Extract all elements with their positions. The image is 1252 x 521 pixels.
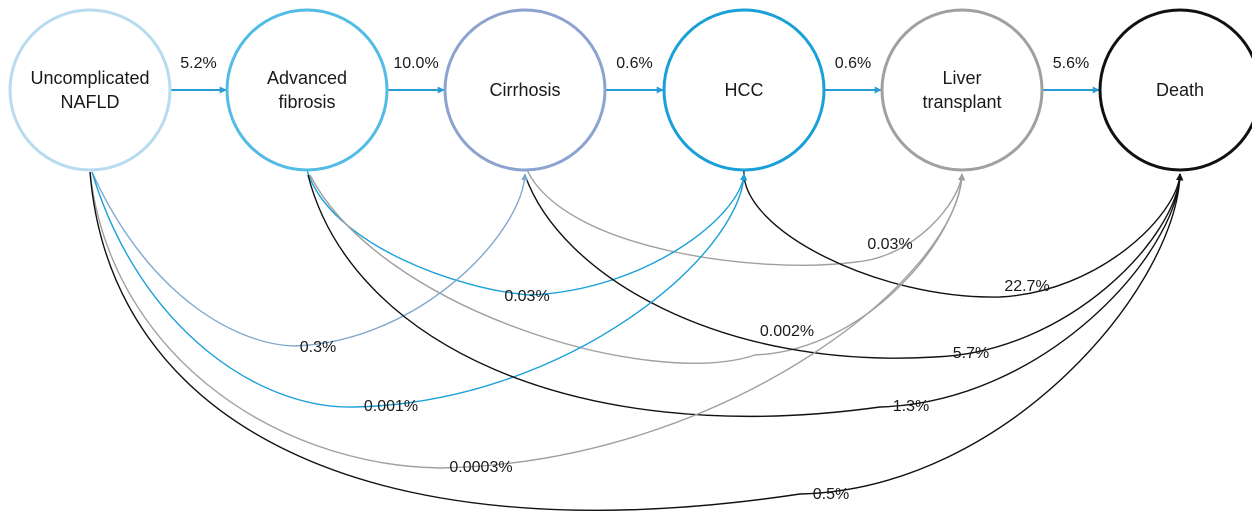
node-label-hcc: HCC [725,80,764,100]
arc-nafld-transplant [89,171,966,469]
arrow-label-fibrosis-cirrhosis: 10.0% [393,55,438,72]
node-nafld: Uncomplicated NAFLD [8,8,172,172]
node-circle-transplant [880,8,1044,172]
node-label-transplant: transplant [922,92,1001,112]
transition-labels: 0.03% 22.7% 0.03% 0.002% 5.7% 0.3% 0.001% 1.3% 0… [180,55,1089,503]
arc-label-nafld-cirrhosis: 0.3% [300,339,336,356]
skip-transition-arcs [89,169,1184,511]
node-label-death: Death [1156,80,1204,100]
arc-fibrosis-transplant [309,173,966,364]
node-circle-nafld [8,8,172,172]
arc-hcc-death [743,169,1184,298]
node-label-nafld: NAFLD [60,92,119,112]
arc-fibrosis-death [307,173,1184,418]
node-transplant: Liver transplant [880,8,1044,172]
node-label-fibrosis: Advanced [267,68,347,88]
arc-label-nafld-death: 0.5% [813,486,849,503]
node-label-nafld: Uncomplicated [30,68,149,88]
arc-cirrhosis-death [524,173,1184,359]
node-label-transplant: Liver [942,68,981,88]
node-circle-death [1098,8,1252,172]
arrow-label-cirrhosis-hcc: 0.6% [616,55,652,72]
arc-label-cirrhosis-death: 5.7% [953,345,989,362]
arrow-label-nafld-fibrosis: 5.2% [180,55,216,72]
arc-label-nafld-transplant: 0.0003% [449,459,512,476]
node-cirrhosis: Cirrhosis [443,8,607,172]
node-hcc: HCC [662,8,826,172]
arc-nafld-cirrhosis [91,171,529,347]
node-fibrosis: Advanced fibrosis [225,8,389,172]
arc-label-fibrosis-death: 1.3% [893,398,929,415]
arrow-label-transplant-death: 5.6% [1053,55,1089,72]
arc-label-hcc-death: 22.7% [1004,278,1049,295]
node-death: Death [1098,8,1252,172]
arc-label-nafld-hcc: 0.001% [364,398,418,415]
arc-fibrosis-hcc [306,169,748,296]
arc-label-fibrosis-hcc: 0.03% [504,288,549,305]
node-circle-cirrhosis [443,8,607,172]
arc-cirrhosis-transplant [526,169,965,266]
arc-label-cirrhosis-transplant: 0.03% [867,236,912,253]
node-circle-hcc [662,8,826,172]
state-nodes: Uncomplicated NAFLD Advanced fibrosis Cirrho… [8,8,1252,172]
arc-label-fibrosis-transplant: 0.002% [760,323,814,340]
node-label-cirrhosis: Cirrhosis [489,80,560,100]
arc-nafld-hcc [91,171,748,408]
arrow-label-hcc-transplant: 0.6% [835,55,871,72]
arc-nafld-death [89,171,1184,511]
node-circle-fibrosis [225,8,389,172]
node-label-fibrosis: fibrosis [278,92,335,112]
